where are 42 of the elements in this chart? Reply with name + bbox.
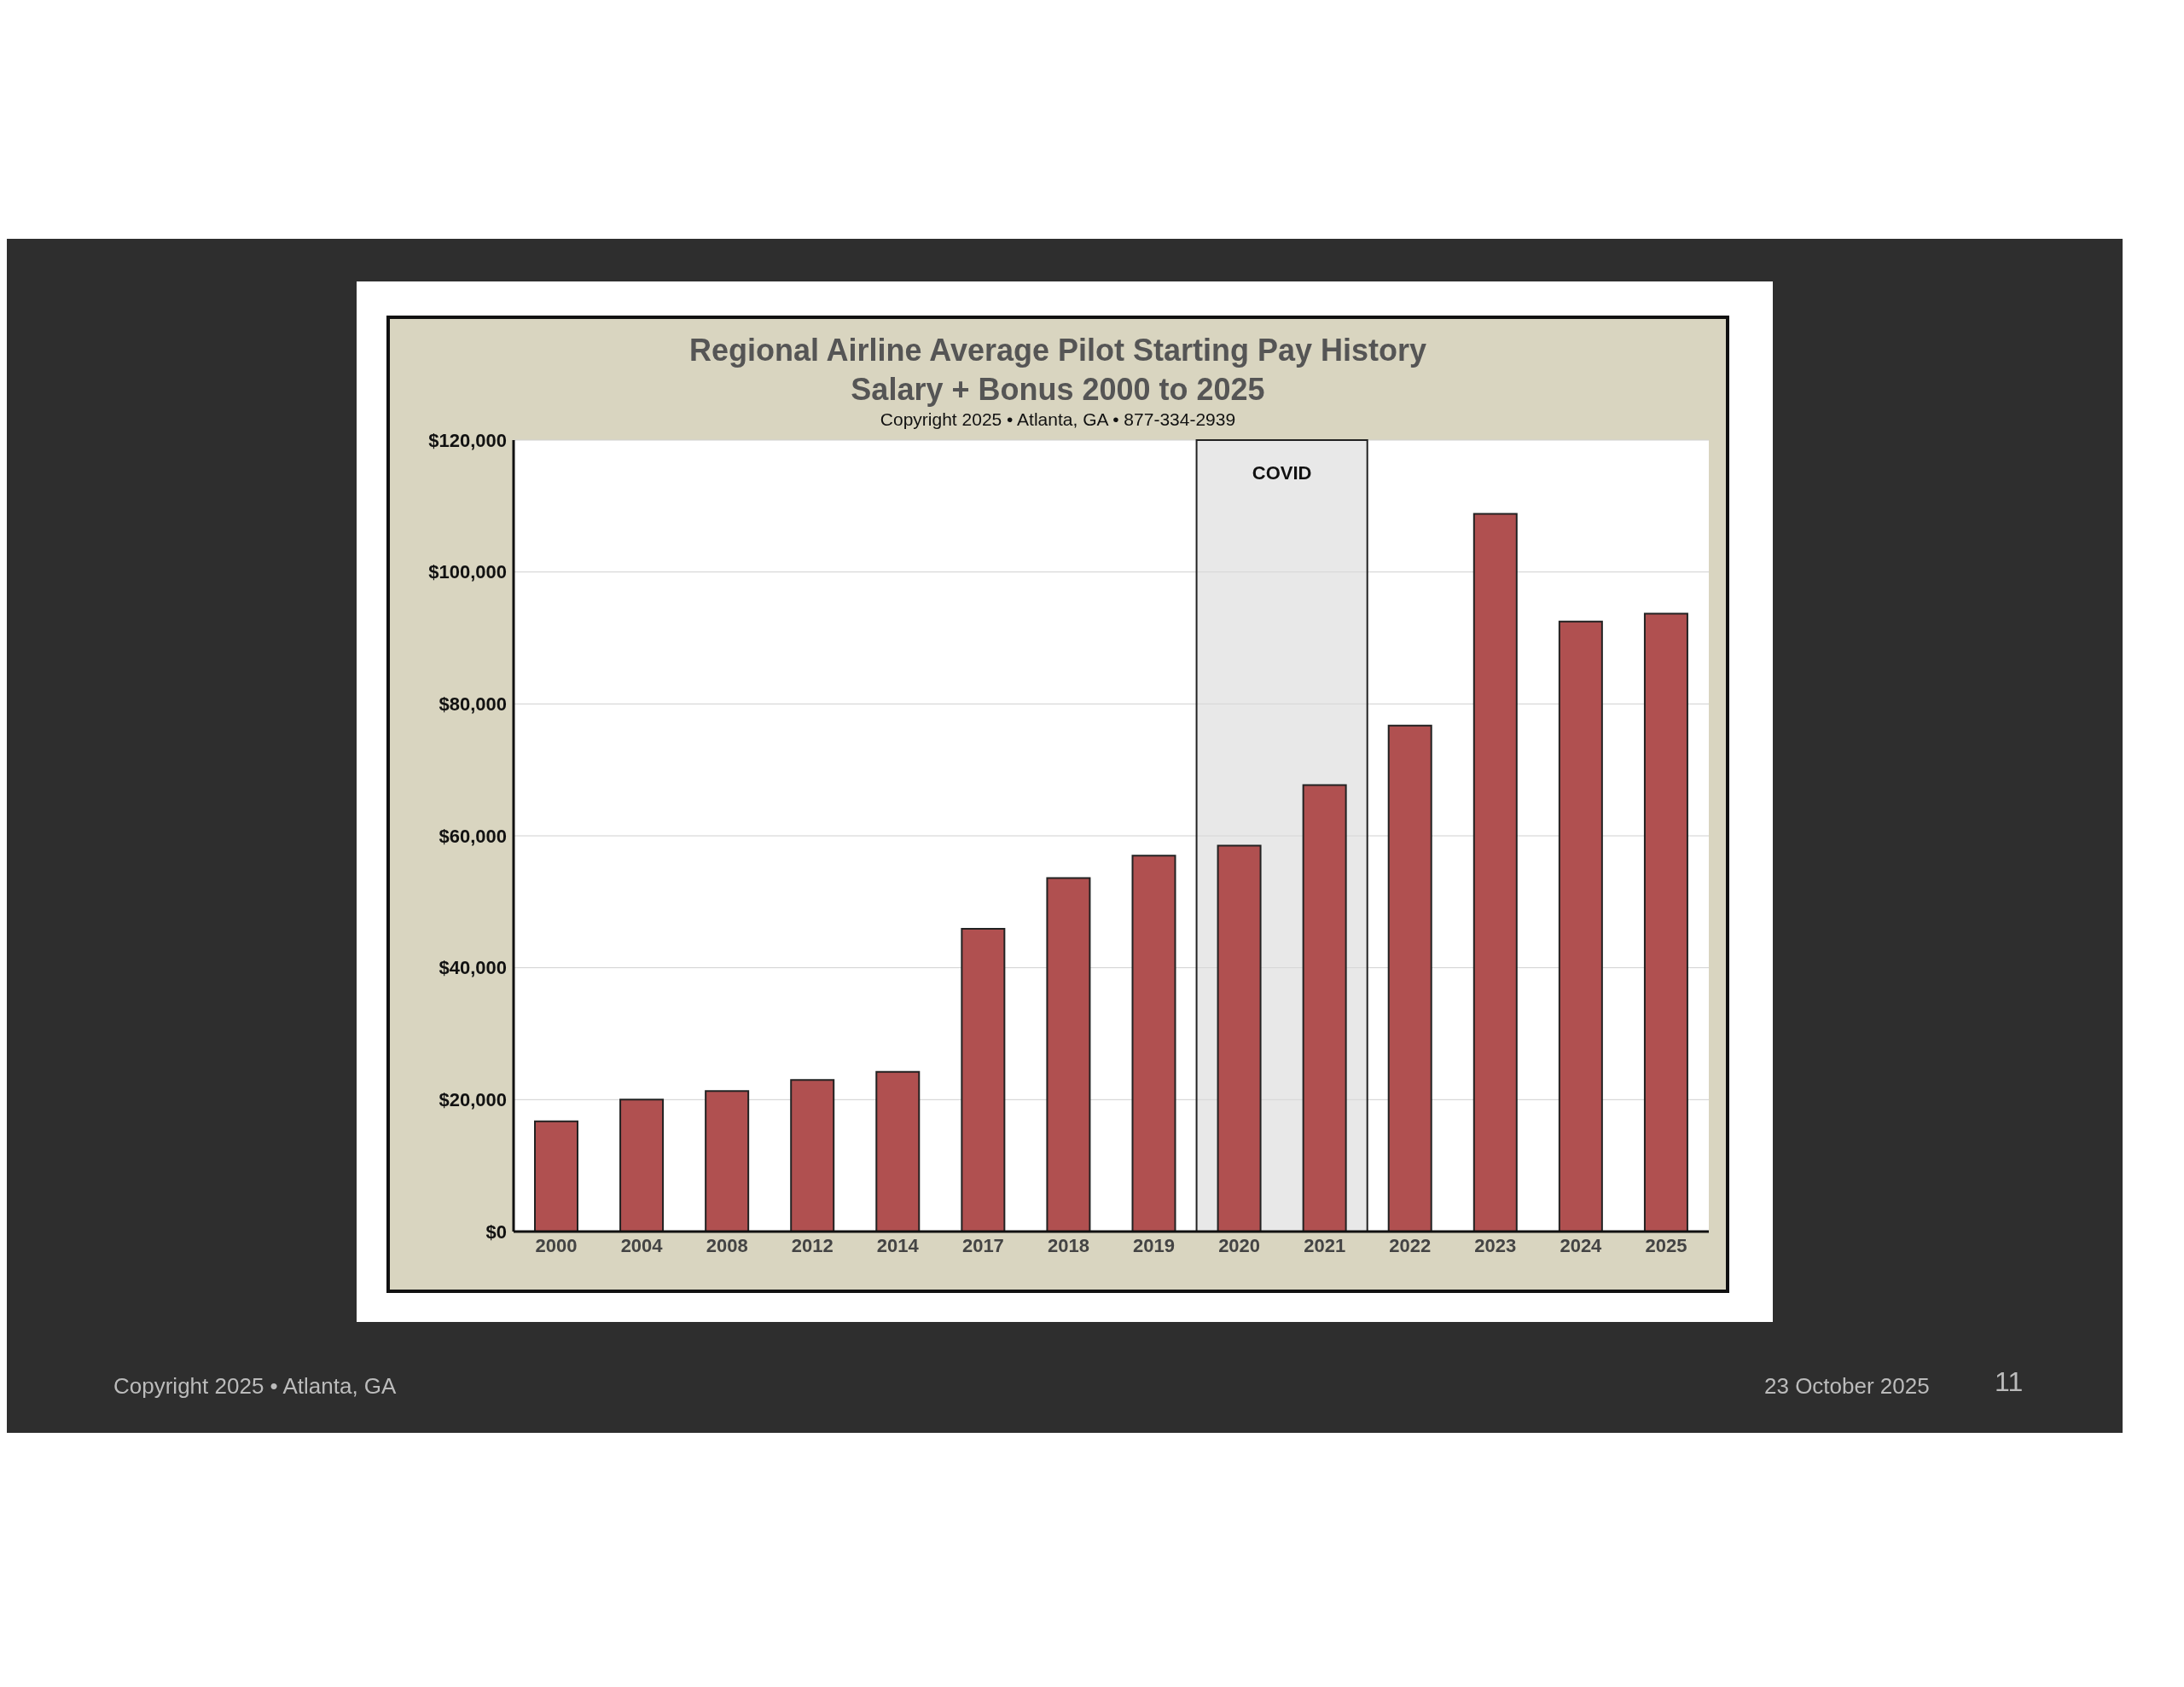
x-tick-label: 2017: [961, 1234, 1004, 1256]
bar: [705, 1090, 750, 1232]
bar: [875, 1070, 921, 1232]
bar: [1558, 620, 1603, 1232]
bar: [1387, 724, 1432, 1232]
x-tick-label: 2004: [620, 1234, 664, 1256]
y-tick-label: $120,000: [428, 429, 507, 451]
bar: [534, 1120, 578, 1232]
x-tick-label: 2019: [1133, 1234, 1176, 1256]
bar: [1643, 612, 1688, 1232]
chart-title: Regional Airline Average Pilot Starting Pay History: [688, 333, 1428, 368]
x-tick-label: 2021: [1304, 1234, 1346, 1256]
x-tick-label: 2024: [1560, 1234, 1603, 1256]
x-tick-label: 2000: [535, 1234, 578, 1256]
bar: [1046, 877, 1091, 1232]
bar: [619, 1099, 665, 1232]
chart-subtitle: Salary + Bonus 2000 to 2025: [850, 372, 1266, 408]
x-tick-label: 2023: [1474, 1234, 1517, 1256]
y-tick-label: $60,000: [439, 825, 507, 847]
y-tick-label: $80,000: [439, 693, 507, 716]
text: 23 October 2025: [1764, 1373, 1930, 1400]
x-tick-label: 2008: [706, 1234, 748, 1256]
x-tick-label: 2022: [1389, 1234, 1432, 1256]
text: 11: [1995, 1366, 2024, 1398]
x-tick-label: 2025: [1645, 1234, 1687, 1256]
bar: [1131, 855, 1176, 1232]
text: Copyright 2025 • Atlanta, GA • 877-334-2939: [879, 409, 1237, 430]
x-tick-label: 2014: [876, 1234, 920, 1256]
bar: [1302, 784, 1347, 1232]
y-tick-label: $100,000: [428, 561, 507, 583]
bar: [1217, 844, 1262, 1232]
band-label: COVID: [1252, 461, 1312, 484]
y-tick-label: $40,000: [439, 957, 507, 979]
bar: [790, 1079, 835, 1232]
text: Copyright 2025 • Atlanta, GA: [113, 1373, 397, 1400]
x-tick-label: 2018: [1047, 1234, 1089, 1256]
x-tick-label: 2020: [1218, 1234, 1261, 1256]
bar: [961, 928, 1006, 1232]
y-tick-label: $0: [485, 1220, 507, 1243]
y-tick-label: $20,000: [439, 1089, 507, 1111]
bar: [1472, 513, 1518, 1232]
x-tick-label: 2012: [791, 1234, 834, 1256]
